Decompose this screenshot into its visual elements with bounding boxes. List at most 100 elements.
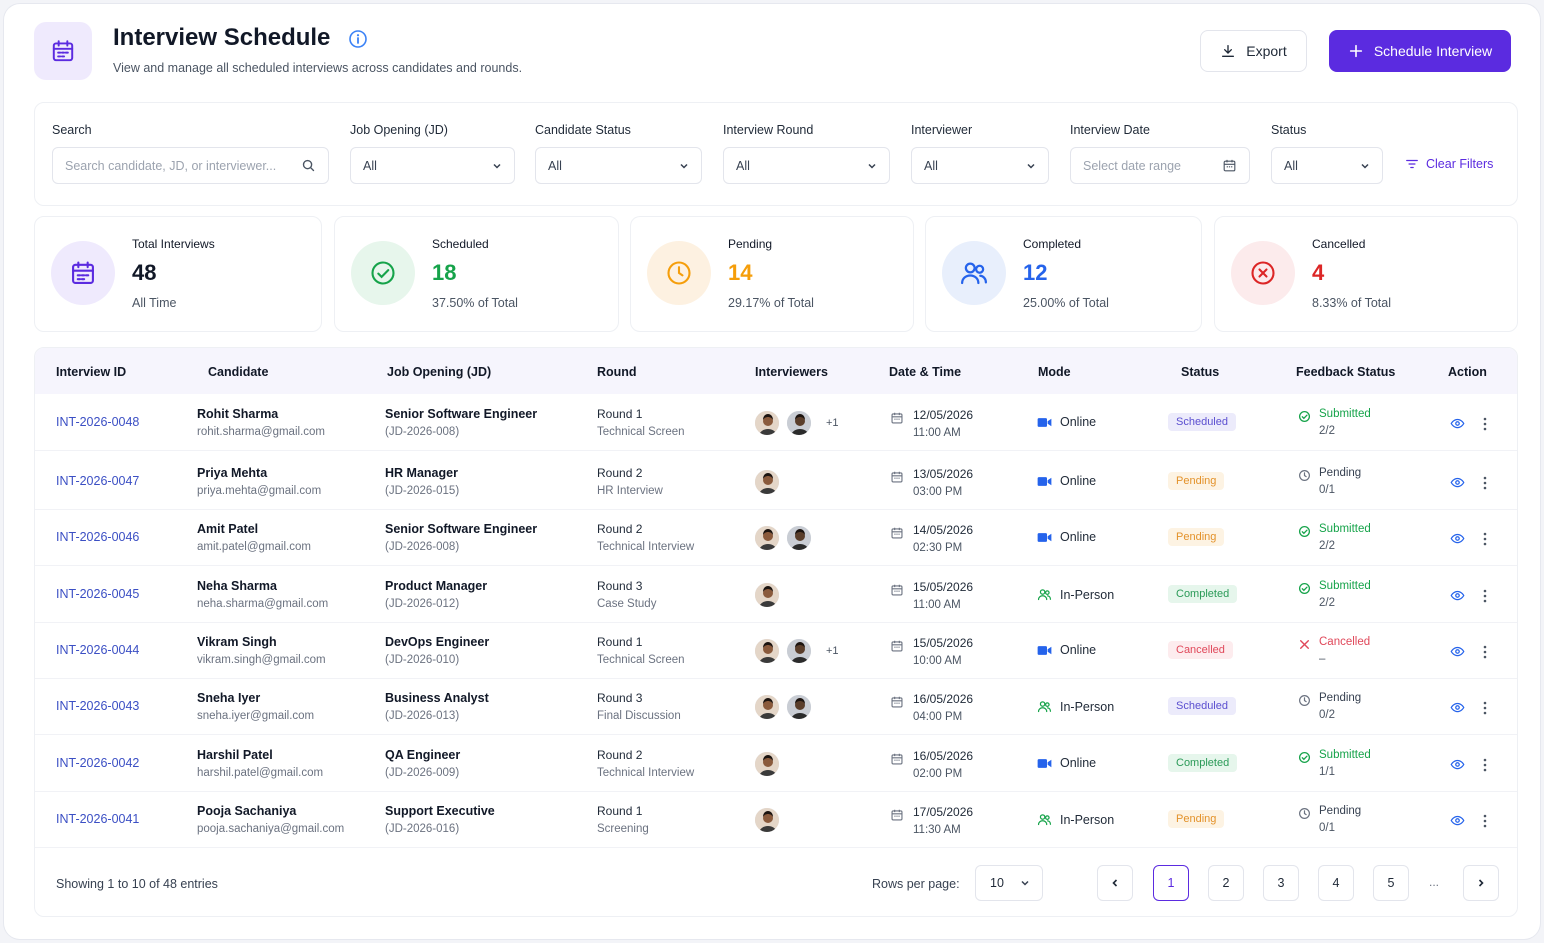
- export-button[interactable]: Export: [1200, 30, 1307, 72]
- interview-id-link[interactable]: INT-2026-0046: [56, 530, 140, 544]
- rows-per-page-select[interactable]: 10: [975, 865, 1043, 901]
- date-range-input[interactable]: Select date range: [1070, 147, 1250, 184]
- interviewer-avatar[interactable]: [754, 807, 780, 833]
- users-icon: [1037, 814, 1052, 826]
- stat-card-scheduled: Scheduled 18 37.50% of Total: [334, 216, 619, 332]
- more-interviewers-count[interactable]: +1: [826, 645, 839, 657]
- interview-id-link[interactable]: INT-2026-0047: [56, 474, 140, 488]
- calendar-icon: [891, 753, 903, 765]
- clear-filters-button[interactable]: Clear Filters: [1405, 157, 1493, 171]
- table-row[interactable]: INT-2026-0047 Priya Mehta priya.mehta@gm…: [35, 454, 1517, 510]
- eye-icon[interactable]: [1450, 644, 1465, 659]
- page-button-4[interactable]: 4: [1318, 865, 1354, 901]
- interview-id-link[interactable]: INT-2026-0043: [56, 699, 140, 713]
- interviewer-avatar[interactable]: [754, 410, 780, 436]
- stat-subtext: 8.33% of Total: [1312, 296, 1391, 310]
- interview-round-select[interactable]: All: [723, 147, 890, 184]
- interview-date: 15/05/2026: [913, 580, 974, 594]
- table-row[interactable]: INT-2026-0041 Pooja Sachaniya pooja.sach…: [35, 792, 1517, 848]
- interview-mode: Online: [1037, 643, 1096, 657]
- chevron-down-icon: [1361, 163, 1369, 169]
- interview-date: 15/05/2026: [913, 636, 974, 650]
- feedback-count: 1/1: [1319, 766, 1335, 778]
- table-row[interactable]: INT-2026-0043 Sneha Iyer sneha.iyer@gmai…: [35, 679, 1517, 735]
- search-input[interactable]: Search candidate, JD, or interviewer...: [52, 147, 329, 184]
- status-select[interactable]: All: [1271, 147, 1383, 184]
- job-id: (JD-2026-008): [385, 541, 460, 553]
- eye-icon[interactable]: [1450, 588, 1465, 603]
- stat-value: 14: [728, 260, 753, 285]
- stat-value: 12: [1023, 260, 1048, 285]
- prev-page-button[interactable]: [1097, 865, 1133, 901]
- feedback-count: 0/1: [1319, 822, 1335, 834]
- users-icon: [942, 241, 1006, 305]
- more-vertical-icon[interactable]: [1483, 417, 1487, 431]
- more-vertical-icon[interactable]: [1483, 645, 1487, 659]
- search-label: Search: [52, 123, 92, 137]
- table-row[interactable]: INT-2026-0045 Neha Sharma neha.sharma@gm…: [35, 567, 1517, 623]
- interview-date: 13/05/2026: [913, 467, 974, 481]
- eye-icon[interactable]: [1450, 813, 1465, 828]
- more-vertical-icon[interactable]: [1483, 589, 1487, 603]
- interviewer-avatar[interactable]: [754, 582, 780, 608]
- pagination-ellipsis: ...: [1429, 875, 1440, 889]
- more-vertical-icon[interactable]: [1483, 758, 1487, 772]
- interview-id-link[interactable]: INT-2026-0048: [56, 415, 140, 429]
- x-circle-icon: [1231, 241, 1295, 305]
- next-page-button[interactable]: [1463, 865, 1499, 901]
- search-icon: [302, 159, 315, 172]
- interviewer-avatar[interactable]: [786, 638, 812, 664]
- table-row[interactable]: INT-2026-0044 Vikram Singh vikram.singh@…: [35, 623, 1517, 679]
- eye-icon[interactable]: [1450, 531, 1465, 546]
- interviewer-avatar[interactable]: [754, 525, 780, 551]
- status-badge: Scheduled: [1168, 697, 1236, 715]
- clock-icon: [1298, 807, 1311, 823]
- more-vertical-icon[interactable]: [1483, 701, 1487, 715]
- page-title: Interview Schedule: [113, 24, 331, 51]
- job-opening-select[interactable]: All: [350, 147, 515, 184]
- interviewer-avatar[interactable]: [786, 410, 812, 436]
- interviewers-group: [754, 807, 780, 833]
- interviewer-avatar[interactable]: [754, 694, 780, 720]
- interviewer-avatar[interactable]: [786, 694, 812, 720]
- interview-date: 14/05/2026: [913, 523, 974, 537]
- stat-subtext: 29.17% of Total: [728, 296, 814, 310]
- interview-time: 04:00 PM: [913, 711, 963, 723]
- interviewer-avatar[interactable]: [754, 469, 780, 495]
- page-button-3[interactable]: 3: [1263, 865, 1299, 901]
- interview-id-link[interactable]: INT-2026-0042: [56, 756, 140, 770]
- eye-icon[interactable]: [1450, 757, 1465, 772]
- interview-id-link[interactable]: INT-2026-0041: [56, 812, 140, 826]
- more-vertical-icon[interactable]: [1483, 476, 1487, 490]
- table-row[interactable]: INT-2026-0042 Harshil Patel harshil.pate…: [35, 736, 1517, 792]
- page-button-5[interactable]: 5: [1373, 865, 1409, 901]
- interviewer-select[interactable]: All: [911, 147, 1049, 184]
- job-id: (JD-2026-010): [385, 654, 460, 666]
- info-icon[interactable]: [348, 29, 368, 49]
- more-vertical-icon[interactable]: [1483, 814, 1487, 828]
- candidate-email: pooja.sachaniya@gmail.com: [197, 823, 345, 835]
- interview-time: 02:30 PM: [913, 542, 963, 554]
- table-row[interactable]: INT-2026-0048 Rohit Sharma rohit.sharma@…: [35, 395, 1517, 451]
- status-badge: Pending: [1168, 472, 1225, 490]
- interviewer-avatar[interactable]: [754, 751, 780, 777]
- interviewer-avatar[interactable]: [786, 525, 812, 551]
- interview-id-link[interactable]: INT-2026-0044: [56, 643, 140, 657]
- round-number: Round 2: [597, 748, 643, 762]
- interview-id-link[interactable]: INT-2026-0045: [56, 587, 140, 601]
- page-button-2[interactable]: 2: [1208, 865, 1244, 901]
- eye-icon[interactable]: [1450, 700, 1465, 715]
- candidate-status-select[interactable]: All: [535, 147, 702, 184]
- clock-icon: [647, 241, 711, 305]
- chevron-down-icon: [493, 163, 501, 169]
- interviewer-avatar[interactable]: [754, 638, 780, 664]
- eye-icon[interactable]: [1450, 416, 1465, 431]
- more-vertical-icon[interactable]: [1483, 532, 1487, 546]
- status-badge: Completed: [1168, 585, 1238, 603]
- eye-icon[interactable]: [1450, 475, 1465, 490]
- page-button-1[interactable]: 1: [1153, 865, 1189, 901]
- more-interviewers-count[interactable]: +1: [826, 417, 839, 429]
- col-interviewers: Interviewers: [755, 365, 828, 379]
- schedule-interview-button[interactable]: Schedule Interview: [1329, 30, 1511, 72]
- table-row[interactable]: INT-2026-0046 Amit Patel amit.patel@gmai…: [35, 510, 1517, 566]
